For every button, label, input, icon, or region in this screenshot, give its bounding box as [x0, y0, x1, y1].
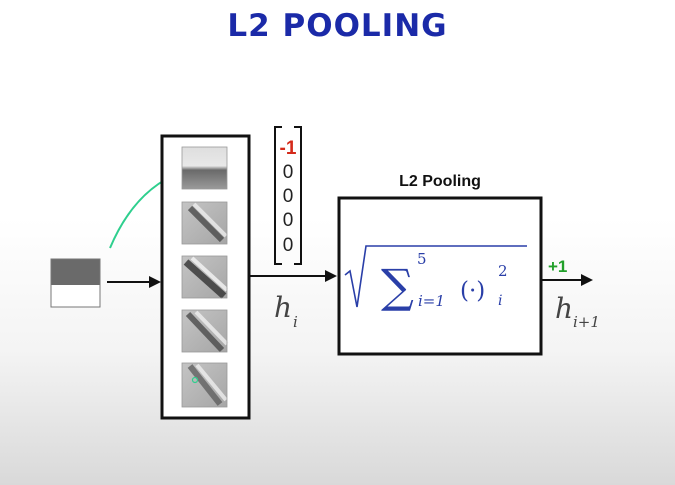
formula-power: 2	[498, 262, 508, 280]
response-vector: -1 0 0 0 0	[274, 126, 302, 265]
arrow-input-to-filters	[107, 276, 161, 288]
sum-upper-limit: 5	[417, 250, 427, 268]
sum-symbol: ∑	[381, 259, 414, 313]
filter-bank	[160, 134, 251, 420]
output-change-label: +1	[548, 257, 567, 276]
formula-operand: (·)	[460, 278, 485, 304]
h-in-subscript: i	[293, 313, 298, 331]
h-out-label: h i+1	[555, 292, 600, 331]
filter-4	[181, 309, 229, 353]
filter-1	[181, 146, 228, 190]
input-patch	[50, 258, 101, 308]
arrow-pooling-to-output	[541, 274, 593, 286]
l2-formula: ∑ 5 i=1 (·) 2 i	[344, 245, 527, 313]
h-in-label: h i	[274, 291, 298, 331]
vector-value: 0	[283, 210, 294, 231]
vector-value: -1	[280, 138, 297, 159]
h-out-subscript: i+1	[573, 313, 600, 331]
pooling-box-label: L2 Pooling	[399, 173, 481, 190]
slide-title: L2 POOLING	[227, 8, 448, 44]
vector-value: 0	[283, 235, 294, 256]
filter-5	[181, 362, 228, 408]
sum-lower-limit: i=1	[418, 292, 445, 310]
square-root-sign	[344, 245, 527, 308]
h-out-symbol: h	[555, 292, 573, 325]
formula-subscript: i	[498, 293, 502, 309]
vector-value: 0	[283, 186, 294, 207]
vector-value: 0	[283, 162, 294, 183]
filter-2	[181, 201, 228, 245]
l2-pooling-box: ∑ 5 i=1 (·) 2 i	[337, 196, 543, 356]
h-in-symbol: h	[274, 291, 292, 324]
filter-3	[181, 255, 229, 299]
arrow-filters-to-pooling	[250, 270, 337, 282]
